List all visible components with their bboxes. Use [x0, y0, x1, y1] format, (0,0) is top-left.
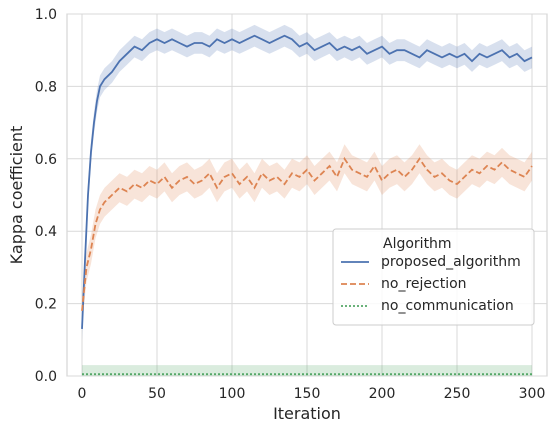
series-lines: [81, 34, 533, 376]
y-tick-label: 0.0: [35, 369, 57, 385]
y-tick-labels: 0.0 0.2 0.4 0.6 0.8 1.0: [35, 7, 57, 385]
y-axis-label: Kappa coefficient: [7, 126, 26, 265]
x-tick-label: 50: [148, 386, 166, 402]
band-proposed_algorithm: [82, 24, 532, 340]
legend-items: proposed_algorithm no_rejection no_communi…: [341, 254, 521, 314]
line-proposed_algorithm: [81, 34, 533, 329]
band-no_rejection: [82, 144, 532, 326]
line-no_rejection: [81, 156, 533, 311]
x-tick-label: 0: [78, 386, 87, 402]
x-tick-label: 300: [519, 386, 546, 402]
confidence-bands: [82, 24, 532, 376]
legend-box: [332, 228, 535, 326]
legend-label-no_rejection: no_rejection: [381, 276, 467, 292]
y-tick-label: 1.0: [35, 7, 57, 23]
band-no_communication: [82, 365, 532, 376]
x-tick-labels: 0 50 100 150 200 250 300: [78, 386, 546, 402]
x-tick-label: 100: [219, 386, 246, 402]
y-tick-label: 0.4: [35, 224, 57, 240]
x-tick-label: 150: [294, 386, 321, 402]
x-tick-label: 200: [369, 386, 396, 402]
legend-label-proposed_algorithm: proposed_algorithm: [381, 254, 521, 270]
y-tick-label: 0.8: [35, 79, 57, 95]
legend-title: Algorithm: [383, 236, 452, 252]
y-tick-label: 0.2: [35, 297, 57, 313]
legend-label-no_communication: no_communication: [381, 298, 514, 314]
x-tick-label: 250: [444, 386, 471, 402]
legend: Algorithm proposed_algorithm no_rejection…: [332, 228, 535, 326]
x-axis-label: Iteration: [273, 404, 341, 423]
y-tick-label: 0.6: [35, 152, 57, 168]
